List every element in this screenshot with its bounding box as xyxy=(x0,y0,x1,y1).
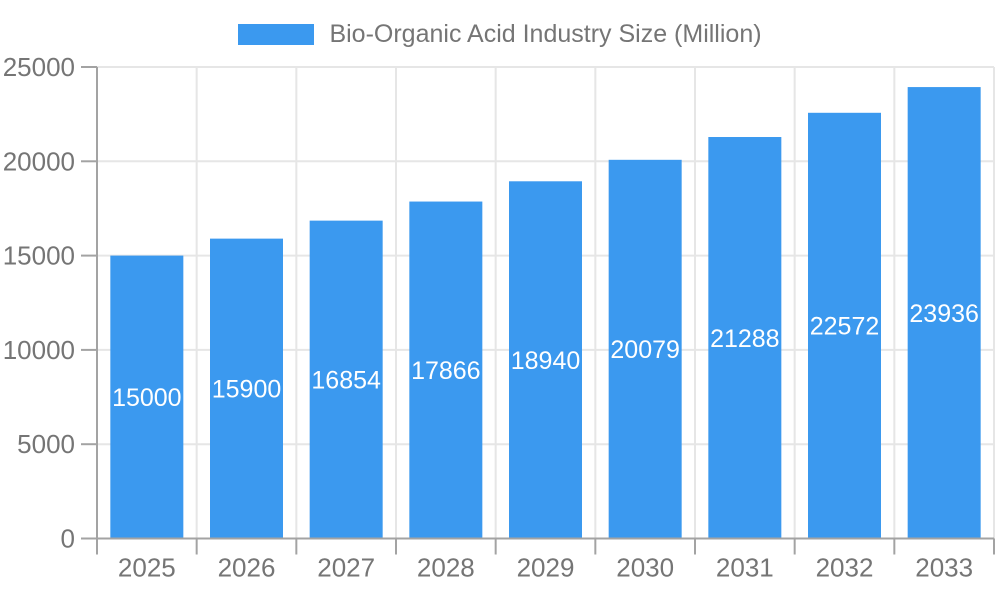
x-axis-tick-label: 2033 xyxy=(915,553,973,583)
y-axis-tick-label: 5000 xyxy=(17,429,75,459)
bar-2026[interactable] xyxy=(210,238,283,539)
bar-value-label: 22572 xyxy=(810,313,880,341)
bar-2032[interactable] xyxy=(808,112,881,539)
bar-value-label: 23936 xyxy=(909,300,979,328)
x-axis-tick-label: 2026 xyxy=(218,553,276,583)
bar-2027[interactable] xyxy=(309,220,383,539)
x-axis-tick-label: 2032 xyxy=(816,553,874,583)
bar-value-label: 21288 xyxy=(710,325,780,353)
bar-2030[interactable] xyxy=(608,159,682,539)
bar-2028[interactable] xyxy=(409,201,483,539)
legend-swatch-icon xyxy=(238,24,315,45)
chart-legend: Bio-Organic Acid Industry Size (Million) xyxy=(0,20,1000,49)
bar-value-label: 15900 xyxy=(212,376,282,404)
y-axis-tick-label: 15000 xyxy=(3,241,75,271)
bar-value-label: 16854 xyxy=(311,367,381,395)
y-axis-tick-label: 0 xyxy=(61,524,75,554)
x-axis-tick-label: 2028 xyxy=(417,553,475,583)
bar-2025[interactable] xyxy=(110,255,184,539)
y-axis-tick-label: 20000 xyxy=(3,146,75,176)
x-axis-tick-label: 2029 xyxy=(517,553,575,583)
x-axis-tick-label: 2030 xyxy=(616,553,674,583)
bar-2033[interactable] xyxy=(907,87,981,539)
legend-label: Bio-Organic Acid Industry Size (Million) xyxy=(329,20,762,48)
x-axis-tick-label: 2027 xyxy=(317,553,375,583)
legend-item[interactable]: Bio-Organic Acid Industry Size (Million) xyxy=(238,20,762,49)
x-axis-tick-label: 2031 xyxy=(716,553,774,583)
bar-value-label: 17866 xyxy=(411,357,481,385)
bar-value-label: 18940 xyxy=(511,347,581,375)
y-axis-tick-label: 25000 xyxy=(3,52,75,82)
x-axis-tick-label: 2025 xyxy=(118,553,176,583)
bar-2031[interactable] xyxy=(708,137,782,539)
bar-value-label: 15000 xyxy=(112,384,182,412)
bar-value-label: 20079 xyxy=(610,336,680,364)
bar-2029[interactable] xyxy=(509,181,582,539)
y-axis-tick-label: 10000 xyxy=(3,335,75,365)
